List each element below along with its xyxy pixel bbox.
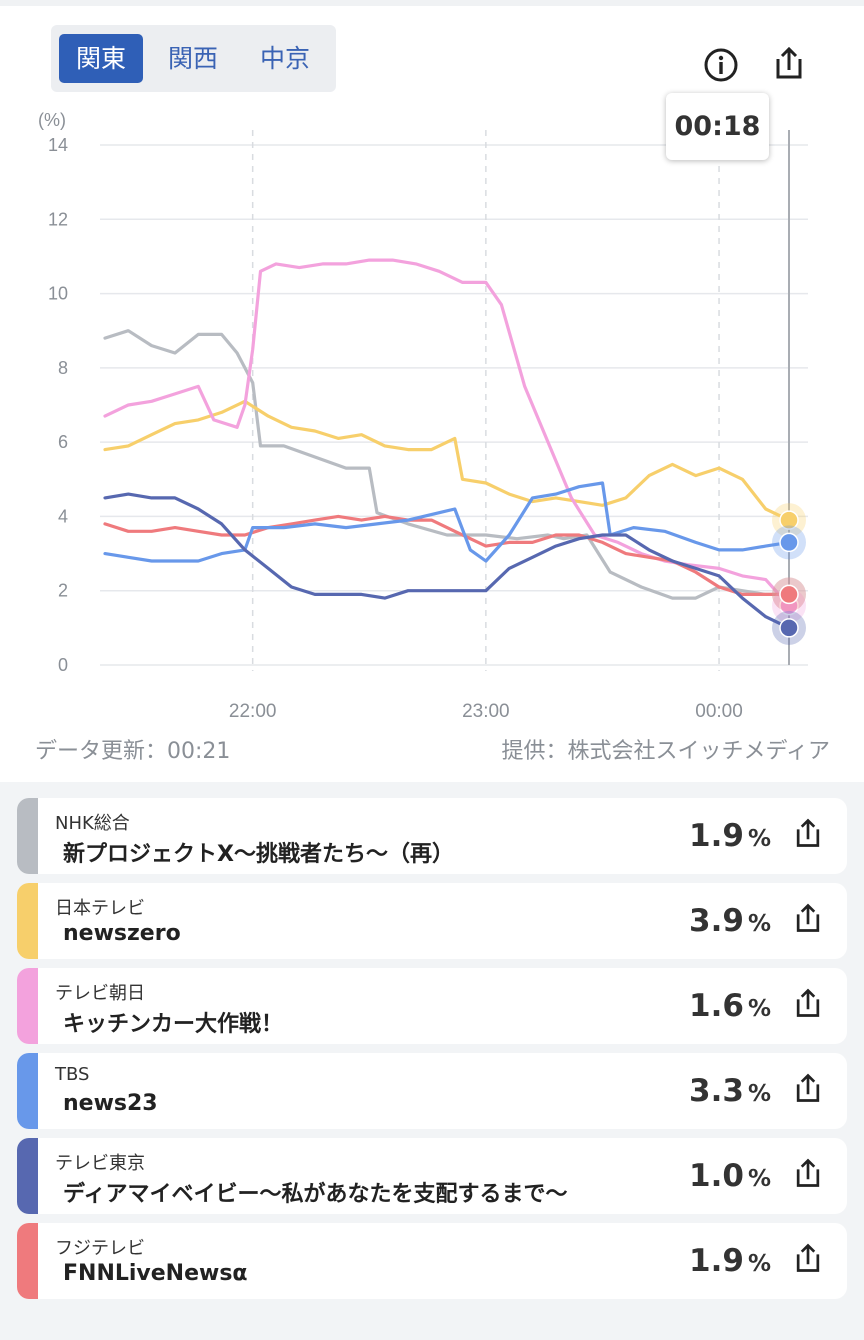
y-tick-label: 14	[48, 135, 68, 155]
channel-name: フジテレビ	[55, 1238, 145, 1259]
rating-number: 1.9	[689, 818, 744, 854]
rating-unit: %	[747, 1166, 771, 1192]
series-end-dot	[779, 510, 799, 530]
series-line	[103, 481, 791, 563]
tab-kansai[interactable]: 関西	[167, 44, 218, 73]
x-grid: 22:00 23:00 00:00	[229, 130, 743, 722]
y-grid: 0 2 4 6 8 10 12 14	[48, 135, 808, 675]
data-provider-label: 提供：株式会社スイッチメディア	[501, 739, 830, 764]
series-line	[103, 492, 791, 630]
program-title: newszero	[63, 921, 181, 946]
y-tick-label: 6	[58, 432, 68, 452]
y-tick-label: 2	[58, 581, 68, 601]
x-tick-label: 23:00	[462, 701, 510, 722]
share-icon[interactable]	[770, 44, 808, 86]
channel-card[interactable]: テレビ東京ディアマイベイビー～私があなたを支配するまで～ 1.0%	[17, 1138, 847, 1214]
channel-name: テレビ朝日	[55, 983, 145, 1004]
series-line	[103, 514, 791, 596]
channel-card[interactable]: TBS news23 3.3%	[17, 1053, 847, 1129]
y-tick-label: 8	[58, 358, 68, 378]
share-icon[interactable]	[791, 816, 825, 854]
channel-name: テレビ東京	[55, 1153, 145, 1174]
channel-color-bar	[17, 883, 38, 959]
info-icon[interactable]	[703, 47, 739, 87]
series-line	[103, 399, 791, 522]
channel-card[interactable]: テレビ朝日キッチンカー大作戦！ 1.6%	[17, 968, 847, 1044]
y-unit-label: (%)	[38, 110, 66, 130]
channel-name: 日本テレビ	[55, 898, 145, 919]
rating-value: 3.9%	[689, 903, 771, 939]
rating-number: 3.9	[689, 903, 744, 939]
rating-value: 1.6%	[689, 988, 771, 1024]
program-title: FNNLiveNewsα	[63, 1261, 248, 1286]
share-icon[interactable]	[791, 901, 825, 939]
series-end-markers	[772, 503, 806, 645]
channel-card[interactable]: 日本テレビ newszero 3.9%	[17, 883, 847, 959]
program-title: 新プロジェクトX～挑戦者たち～（再）	[63, 842, 454, 867]
tab-chukyo[interactable]: 中京	[259, 44, 310, 73]
x-tick-label: 00:00	[695, 701, 743, 722]
y-tick-label: 12	[48, 209, 68, 229]
rating-unit: %	[747, 1081, 771, 1107]
series-lines	[103, 258, 791, 630]
data-updated-label: データ更新：00:21	[35, 739, 231, 764]
rating-value: 1.9%	[689, 818, 771, 854]
ratings-chart[interactable]: (%) 0 2 4 6 8 10 12 14 22:00 23:00 00:00	[0, 100, 864, 730]
share-icon[interactable]	[791, 1071, 825, 1109]
rating-number: 1.6	[689, 988, 744, 1024]
x-tick-label: 22:00	[229, 701, 277, 722]
rating-unit: %	[747, 911, 771, 937]
rating-value: 3.3%	[689, 1073, 771, 1109]
region-tabs: 関東 関西 中京	[51, 25, 336, 92]
channel-color-bar	[17, 968, 38, 1044]
channel-name: NHK総合	[55, 813, 130, 834]
y-tick-label: 4	[58, 506, 68, 526]
channel-color-bar	[17, 1138, 38, 1214]
channel-name: TBS	[55, 1064, 90, 1085]
tab-kanto[interactable]: 関東	[59, 34, 143, 83]
series-end-dot	[779, 584, 799, 605]
channel-list: NHK総合 新プロジェクトX～挑戦者たち～（再） 1.9% 日本テレビ newszero…	[0, 782, 864, 1340]
rating-number: 1.0	[689, 1158, 744, 1194]
channel-color-bar	[17, 798, 38, 874]
rating-value: 1.0%	[689, 1158, 771, 1194]
rating-unit: %	[747, 826, 771, 852]
channel-card[interactable]: フジテレビ FNNLiveNewsα 1.9%	[17, 1223, 847, 1299]
top-divider	[0, 0, 864, 6]
rating-value: 1.9%	[689, 1243, 771, 1279]
y-tick-label: 0	[58, 655, 68, 675]
program-title: ディアマイベイビー～私があなたを支配するまで～	[63, 1182, 568, 1207]
program-title: news23	[63, 1091, 158, 1116]
share-icon[interactable]	[791, 1156, 825, 1194]
share-icon[interactable]	[791, 986, 825, 1024]
cursor-time-tooltip: 00:18	[666, 93, 769, 160]
channel-color-bar	[17, 1223, 38, 1299]
channel-card[interactable]: NHK総合新プロジェクトX～挑戦者たち～（再） 1.9%	[17, 798, 847, 874]
series-line	[103, 329, 791, 600]
program-title: キッチンカー大作戦！	[63, 1012, 284, 1037]
y-tick-label: 10	[48, 284, 68, 304]
rating-unit: %	[747, 996, 771, 1022]
rating-unit: %	[747, 1251, 771, 1277]
rating-number: 1.9	[689, 1243, 744, 1279]
series-end-dot	[779, 532, 799, 553]
channel-color-bar	[17, 1053, 38, 1129]
share-icon[interactable]	[791, 1241, 825, 1279]
series-line	[103, 258, 791, 608]
rating-number: 3.3	[689, 1073, 744, 1109]
series-end-dot	[779, 618, 799, 638]
